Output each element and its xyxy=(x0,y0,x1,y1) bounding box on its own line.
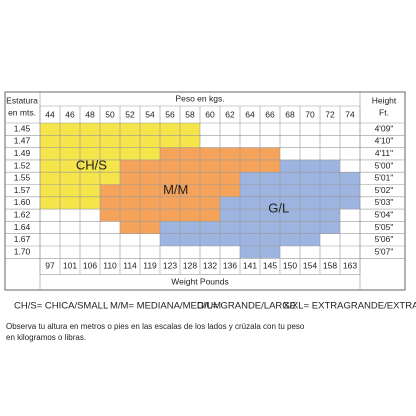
height-ft: 5'04" xyxy=(375,210,394,220)
height-ft: 5'05" xyxy=(375,222,394,232)
height-m: 1.45 xyxy=(14,123,31,133)
height-m: 1.64 xyxy=(14,222,31,232)
height-ft: 5'00" xyxy=(375,160,394,170)
pound-label: 97 xyxy=(45,261,55,271)
kg-label: 64 xyxy=(245,109,255,119)
pound-label: 110 xyxy=(103,261,117,271)
pound-label: 145 xyxy=(263,261,277,271)
height-ft: 4'09" xyxy=(375,123,394,133)
height-m: 1.62 xyxy=(14,210,31,220)
height-m: 1.55 xyxy=(14,173,31,183)
region-label: CH/S xyxy=(76,157,107,172)
kg-label: 62 xyxy=(225,109,235,119)
kg-label: 72 xyxy=(325,109,335,119)
kg-label: 60 xyxy=(205,109,215,119)
frame xyxy=(4,91,406,291)
pound-label: 136 xyxy=(223,261,237,271)
pound-label: 128 xyxy=(183,261,197,271)
pound-label: 114 xyxy=(123,261,137,271)
region-label: G/L xyxy=(268,201,289,216)
pound-label: 106 xyxy=(83,261,97,271)
kg-label: 58 xyxy=(185,109,195,119)
kg-label: 46 xyxy=(65,109,75,119)
height-m: 1.57 xyxy=(14,185,31,195)
kg-label: 66 xyxy=(265,109,275,119)
kg-label: 44 xyxy=(45,109,55,119)
region-cells xyxy=(220,196,360,210)
height-ft: 5'01" xyxy=(375,173,394,183)
kg-label: 68 xyxy=(285,109,295,119)
kg-label: 48 xyxy=(85,109,95,119)
height-ft: 5'07" xyxy=(375,246,394,256)
height-ft: 5'06" xyxy=(375,234,394,244)
height-m: 1.47 xyxy=(14,136,31,146)
pound-label: 132 xyxy=(203,261,217,271)
pound-label: 154 xyxy=(303,261,317,271)
legend-entry: X/XL= EXTRAGRANDE/EXTRALARGE xyxy=(283,301,416,312)
height-m: 1.52 xyxy=(14,160,31,170)
weight-kg-label: Peso en kgs. xyxy=(175,93,224,103)
pound-label: 101 xyxy=(63,261,77,271)
height-ft: 5'02" xyxy=(375,185,394,195)
pound-label: 158 xyxy=(323,261,337,271)
pound-label: 163 xyxy=(343,261,357,271)
region-cells xyxy=(40,184,100,197)
kg-label: 74 xyxy=(345,109,355,119)
height-ft-label: Height xyxy=(372,95,397,105)
region-cells xyxy=(40,196,100,210)
height-m: 1.49 xyxy=(14,148,31,158)
legend-entry: G/L= GRANDE/LARGE xyxy=(197,301,296,312)
region-cells xyxy=(100,184,240,197)
kg-label: 52 xyxy=(125,109,135,119)
height-ft: 4'11" xyxy=(375,148,393,158)
kg-label: 70 xyxy=(305,109,315,119)
region-cells xyxy=(160,221,340,234)
height-m: 1.67 xyxy=(14,234,31,244)
height-m: 1.60 xyxy=(14,197,31,207)
height-m-label: Estatura xyxy=(6,95,38,105)
height-m-label: en mts. xyxy=(8,107,36,117)
note: Observa tu altura en metros o pies en la… xyxy=(6,322,305,342)
weight-lb-label: Weight Pounds xyxy=(171,277,229,287)
pound-label: 150 xyxy=(283,261,297,271)
kg-label: 56 xyxy=(165,109,175,119)
pound-label: 119 xyxy=(143,261,157,271)
pound-label: 141 xyxy=(243,261,257,271)
region-label: M/M xyxy=(163,182,188,197)
pound-label: 123 xyxy=(163,261,177,271)
height-ft: 5'03" xyxy=(375,197,394,207)
kg-label: 50 xyxy=(105,109,115,119)
height-ft: 4'10" xyxy=(375,136,394,146)
height-ft-label: Ft. xyxy=(379,107,389,117)
legend-entry: M/M= MEDIANA/MEDIUM xyxy=(110,301,221,312)
region-cells xyxy=(280,159,340,173)
height-m: 1.70 xyxy=(14,246,31,256)
legend-entry: CH/S= CHICA/SMALL xyxy=(14,301,108,312)
kg-label: 54 xyxy=(145,109,155,119)
